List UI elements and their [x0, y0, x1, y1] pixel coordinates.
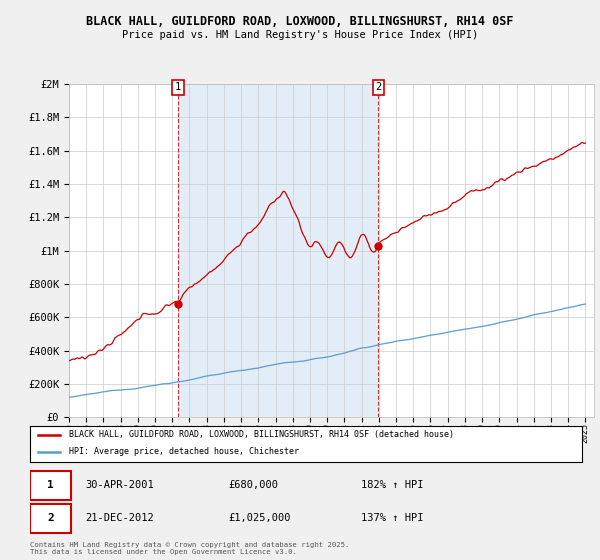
Text: £1,025,000: £1,025,000 — [229, 514, 291, 523]
Text: 182% ↑ HPI: 182% ↑ HPI — [361, 480, 424, 490]
Text: BLACK HALL, GUILDFORD ROAD, LOXWOOD, BILLINGSHURST, RH14 0SF: BLACK HALL, GUILDFORD ROAD, LOXWOOD, BIL… — [86, 15, 514, 27]
Text: BLACK HALL, GUILDFORD ROAD, LOXWOOD, BILLINGSHURST, RH14 0SF (detached house): BLACK HALL, GUILDFORD ROAD, LOXWOOD, BIL… — [68, 430, 454, 439]
Text: 21-DEC-2012: 21-DEC-2012 — [85, 514, 154, 523]
Text: Price paid vs. HM Land Registry's House Price Index (HPI): Price paid vs. HM Land Registry's House … — [122, 30, 478, 40]
Bar — [178, 84, 379, 417]
Text: 1: 1 — [175, 82, 181, 92]
Text: HPI: Average price, detached house, Chichester: HPI: Average price, detached house, Chic… — [68, 447, 299, 456]
Text: 2: 2 — [375, 82, 382, 92]
Text: £680,000: £680,000 — [229, 480, 279, 490]
Text: 137% ↑ HPI: 137% ↑ HPI — [361, 514, 424, 523]
Text: 30-APR-2001: 30-APR-2001 — [85, 480, 154, 490]
Text: 2: 2 — [47, 514, 54, 523]
Text: Contains HM Land Registry data © Crown copyright and database right 2025.
This d: Contains HM Land Registry data © Crown c… — [30, 542, 349, 554]
Text: 1: 1 — [47, 480, 54, 490]
FancyBboxPatch shape — [30, 471, 71, 500]
FancyBboxPatch shape — [30, 504, 71, 533]
